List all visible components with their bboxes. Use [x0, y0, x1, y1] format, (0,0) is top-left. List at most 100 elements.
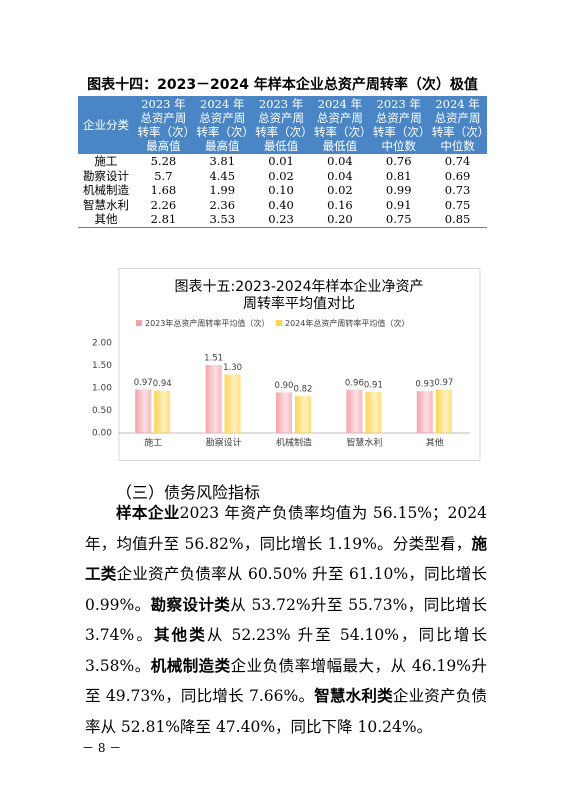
- table-row: 勘察设计 5.7 4.45 0.02 0.04 0.81 0.69: [78, 169, 487, 184]
- table-cell: 0.73: [444, 183, 471, 197]
- text-run: 样本企业: [116, 503, 180, 522]
- text-run: 企业资产负债率从 60.50% 升至 61.10%，同比增长 0.99%。: [85, 565, 487, 614]
- table-cell: 5.7: [154, 168, 173, 183]
- table-cell: 其他: [78, 212, 134, 228]
- table-cell: 5.28: [150, 154, 177, 168]
- table-cell: 2.26: [150, 197, 177, 212]
- header-cell: 2023 年总资产周转率（次）最低值: [251, 96, 311, 154]
- x-tick-label: 其他: [426, 437, 444, 449]
- table-cell: 0.04: [327, 168, 353, 183]
- table-cell: 0.74: [444, 154, 471, 168]
- legend-swatch: [136, 320, 142, 326]
- table-cell: 0.01: [268, 154, 294, 168]
- header-cell: 企业分类: [78, 96, 134, 154]
- table-cell: 0.85: [428, 212, 487, 228]
- header-cell: 2024 年总资产周转率（次）最低值: [310, 96, 370, 154]
- text-run: 企业资产负债率从 52.81%降至 47.40%，同比下降 10.24%。: [85, 687, 487, 736]
- table: 企业分类 2023 年总资产周转率（次）最高值 2024 年总资产周转率（次）最高值…: [78, 96, 487, 228]
- value-label: 1.51: [204, 354, 223, 364]
- bar: [295, 396, 311, 433]
- table-cell: 3.53: [192, 212, 252, 228]
- paragraph: 样本企业2023 年资产负债率均值为 56.15%；2024 年，均值升至 56…: [85, 498, 487, 742]
- value-label: 0.90: [275, 381, 294, 391]
- y-tick-label: 1.50: [92, 361, 112, 371]
- bar: [435, 389, 452, 433]
- value-label: 0.96: [345, 378, 364, 388]
- table-cell: 0.04: [327, 154, 353, 168]
- text-run: 机械制造类: [150, 655, 231, 675]
- table-row: 智慧水利 2.26 2.36 0.40 0.16 0.91 0.75: [78, 198, 487, 213]
- value-label: 0.94: [153, 379, 172, 389]
- table-cell: 0.16: [327, 197, 353, 212]
- bar: [154, 390, 171, 433]
- table-cell: 1.68: [150, 183, 177, 197]
- x-tick-label: 机械制造: [276, 437, 312, 449]
- chart-title: 图表十五:2023-2024年样本企业净资产: [174, 278, 423, 295]
- table-row: 施工 5.28 3.81 0.01 0.04 0.76 0.74: [78, 154, 487, 169]
- bar: [276, 392, 292, 433]
- table-cell: 0.75: [444, 197, 471, 212]
- table-cell: 4.45: [209, 168, 236, 183]
- bar: [205, 365, 222, 433]
- bar: [346, 389, 363, 433]
- table-cell: 0.76: [385, 154, 412, 168]
- value-label: 0.82: [294, 385, 313, 395]
- table-cell: 2.81: [134, 212, 193, 228]
- text-run: 勘察设计类: [150, 594, 231, 614]
- bar: [135, 389, 152, 433]
- table-cell: 3.81: [209, 154, 236, 168]
- text-run: 企业负债率增幅最大，从 46.19%升至 49.73%，同比增长 7.66%。: [85, 656, 487, 706]
- y-tick-label: 1.00: [92, 384, 112, 394]
- table-cell: 0.02: [327, 183, 353, 197]
- table-cell: 勘察设计: [83, 168, 129, 183]
- table-cell: 0.91: [385, 197, 412, 212]
- text-run: 施工类: [85, 533, 487, 584]
- table-cell: 0.02: [268, 168, 294, 183]
- table-cell: 智慧水利: [83, 197, 129, 212]
- x-tick-label: 勘察设计: [206, 437, 242, 449]
- header-row: 企业分类 2023 年总资产周转率（次）最高值 2024 年总资产周转率（次）最高值…: [78, 96, 487, 154]
- header-cell: 2024 年总资产周转率（次）最高值: [192, 96, 252, 154]
- header-cell: 2023 年总资产周转率（次）最高值: [134, 96, 193, 154]
- header-cell: 2023 年总资产周转率（次）中位数: [369, 96, 429, 154]
- x-tick-label: 施工: [144, 437, 162, 449]
- value-label: 0.97: [134, 378, 153, 388]
- table-cell: 0.10: [268, 183, 294, 197]
- text-run: 从 52.23% 升至 54.10%，同比增长 3.58%。: [85, 626, 487, 675]
- bar: [365, 392, 382, 433]
- table-cell: 0.20: [310, 212, 370, 228]
- bar: [416, 391, 433, 433]
- table-row: 机械制造 1.68 1.99 0.10 0.02 0.99 0.73: [78, 183, 487, 198]
- value-label: 0.93: [415, 380, 434, 390]
- text-run: 2023 年资产负债率均值为 56.15%；2024 年，均值升至 56.82%…: [85, 504, 487, 553]
- section-heading: （三）债务风险指标: [116, 483, 261, 502]
- table-row: 其他 2.81 3.53 0.23 0.20 0.75 0.85: [78, 212, 487, 228]
- value-label: 0.97: [434, 378, 453, 388]
- y-tick-label: 0.50: [92, 406, 112, 416]
- header-cell: 2024 年总资产周转率（次）中位数: [428, 96, 487, 154]
- value-label: 0.91: [364, 381, 383, 391]
- table-cell: 0.81: [385, 168, 412, 183]
- bar: [224, 374, 241, 433]
- page-number: － 8 －: [82, 741, 122, 755]
- y-tick-label: 0.00: [92, 429, 112, 439]
- text-run: 其他类: [153, 625, 207, 644]
- table-title: 图表十四：2023－2024 年样本企业总资产周转率（次）极值: [87, 77, 478, 93]
- table-cell: 1.99: [209, 183, 236, 197]
- x-tick-label: 智慧水利: [346, 437, 382, 449]
- legend-label: 2024年总资产周转率平均值（次）: [285, 318, 409, 328]
- legend-swatch: [276, 320, 282, 326]
- table-cell: 0.69: [444, 168, 471, 183]
- chart-title: 周转率平均值对比: [243, 295, 355, 312]
- table-cell: 0.23: [251, 212, 311, 228]
- table-cell: 0.40: [268, 197, 294, 212]
- table-cell: 施工: [94, 154, 118, 168]
- text-run: 从 53.72%升至 55.73%，同比增长 3.74%。: [85, 595, 487, 645]
- table-cell: 0.75: [369, 212, 429, 228]
- table-cell: 2.36: [209, 197, 236, 212]
- legend-label: 2023年总资产周转率平均值（次）: [145, 318, 269, 328]
- table-cell: 0.99: [385, 183, 412, 197]
- text-run: 智慧水利类: [314, 686, 393, 705]
